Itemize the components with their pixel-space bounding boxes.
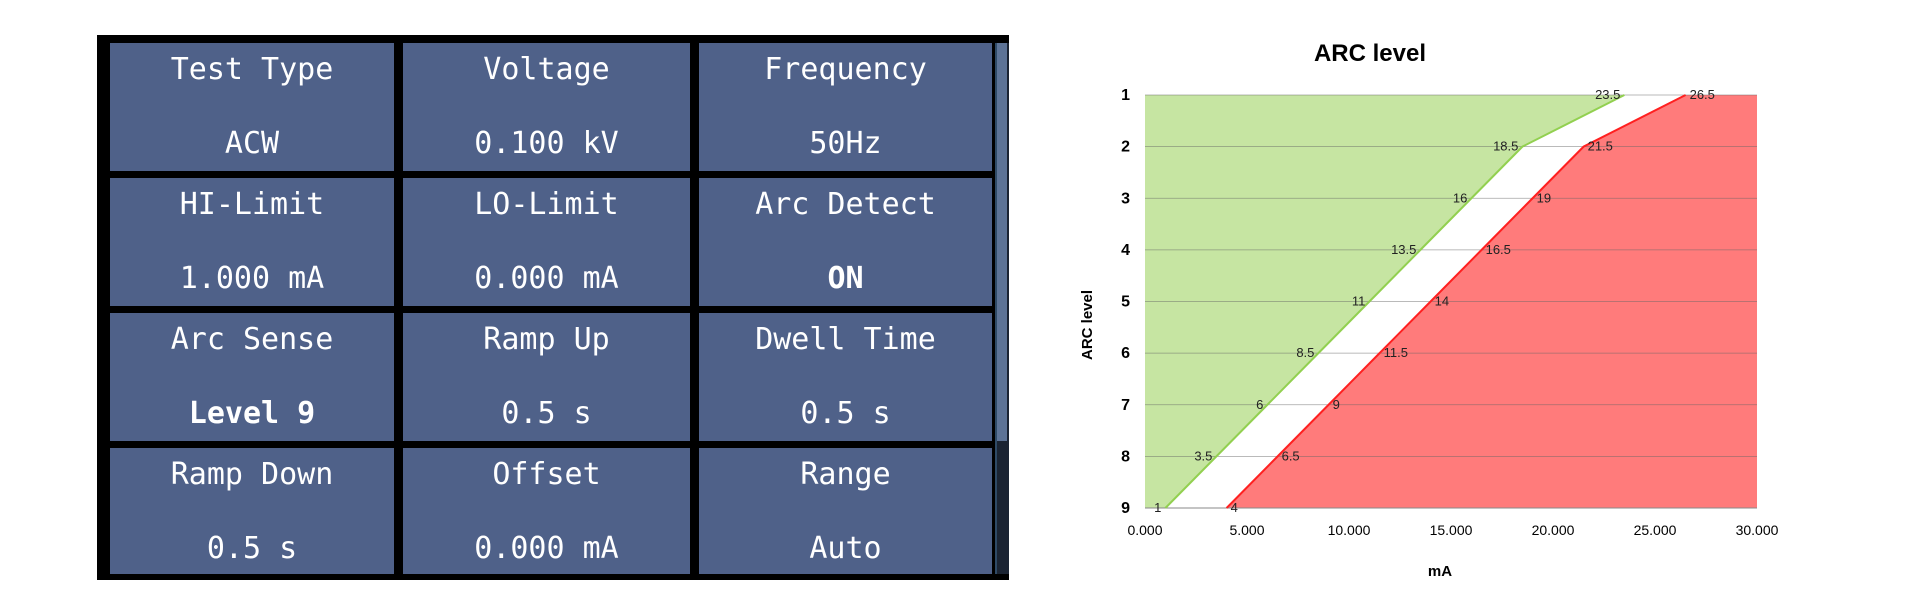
ramp-up-label: Ramp Up (483, 322, 610, 357)
offset-label: Offset (492, 457, 601, 492)
lo-limit-label: LO-Limit (474, 187, 619, 222)
green-data-label: 1 (1154, 500, 1161, 515)
green-data-label: 3.5 (1194, 448, 1212, 463)
offset-value: 0.000 mA (474, 531, 619, 566)
green-data-label: 16 (1453, 190, 1467, 205)
hi-limit-value: 1.000 mA (179, 261, 325, 296)
y-tick-label: 3 (1121, 190, 1130, 207)
arc-sense-cell[interactable]: Arc Sense Level 9 (110, 313, 394, 441)
voltage-label: Voltage (483, 52, 610, 87)
test-type-cell[interactable]: Test Type ACW (110, 43, 394, 171)
green-boundary-line (1164, 94, 1625, 509)
red-data-label: 4 (1231, 500, 1238, 515)
plot-labels: 23.5 18.5 16 13.5 11 8.5 6 3.5 1 26.5 21.5 19 16.5 14… (1154, 87, 1715, 515)
y-axis-title: ARC level (1079, 290, 1096, 360)
ramp-down-value: 0.5 s (206, 531, 298, 566)
arc-sense-label: Arc Sense (170, 322, 334, 357)
ramp-down-label: Ramp Down (170, 457, 334, 492)
test-type-value: ACW (224, 126, 280, 161)
green-data-label: 11 (1352, 294, 1366, 309)
green-data-label: 23.5 (1595, 87, 1620, 102)
arc-detect-cell[interactable]: Arc Detect ON (699, 178, 992, 306)
test-type-label: Test Type (170, 52, 334, 87)
red-data-label: 26.5 (1690, 87, 1715, 102)
red-data-label: 14 (1435, 294, 1449, 309)
y-tick-label: 4 (1121, 242, 1130, 259)
hi-limit-label: HI-Limit (179, 187, 325, 222)
green-data-label: 13.5 (1391, 242, 1416, 257)
x-tick-label: 15.000 (1430, 522, 1473, 538)
dwell-time-value: 0.5 s (800, 396, 891, 431)
plot-lines (1164, 94, 1687, 509)
dwell-time-label: Dwell Time (755, 322, 936, 357)
voltage-cell[interactable]: Voltage 0.100 kV (403, 43, 690, 171)
frequency-value: 50Hz (809, 126, 882, 161)
panel-scrollbar-thumb[interactable] (997, 43, 1007, 441)
y-tick-label: 5 (1121, 294, 1130, 311)
plot-grid (1145, 94, 1757, 509)
ramp-down-cell[interactable]: Ramp Down 0.5 s (110, 448, 394, 574)
x-tick-label: 5.000 (1229, 522, 1264, 538)
lo-limit-value: 0.000 mA (474, 261, 619, 296)
chart-title: ARC level (1314, 40, 1426, 67)
lo-limit-cell[interactable]: LO-Limit 0.000 mA (403, 178, 690, 306)
x-tick-label: 10.000 (1328, 522, 1371, 538)
y-tick-label: 2 (1121, 139, 1130, 156)
y-tick-label: 8 (1121, 448, 1130, 465)
x-tick-label: 30.000 (1736, 522, 1779, 538)
offset-cell[interactable]: Offset 0.000 mA (403, 448, 690, 574)
arc-level-chart-svg: ARC level 23.518.51613.5118.563.5126.521… (1079, 40, 1779, 580)
x-axis-title: mA (1428, 563, 1452, 580)
x-tick-label: 20.000 (1532, 522, 1575, 538)
red-data-label: 9 (1333, 397, 1340, 412)
arc-detect-value: ON (827, 261, 864, 296)
range-cell[interactable]: Range Auto (699, 448, 992, 574)
dwell-time-cell[interactable]: Dwell Time 0.5 s (699, 313, 992, 441)
red-data-label: 16.5 (1486, 242, 1511, 257)
y-tick-label: 1 (1121, 87, 1130, 104)
y-tick-label: 7 (1121, 397, 1130, 414)
arc-sense-value: Level 9 (188, 396, 316, 431)
ramp-up-value: 0.5 s (501, 396, 592, 431)
instrument-settings-panel: Test Type ACW Voltage 0.100 kV Frequency… (97, 35, 1009, 580)
red-data-label: 21.5 (1588, 139, 1613, 154)
voltage-value: 0.100 kV (474, 126, 619, 161)
green-data-label: 6 (1256, 397, 1263, 412)
green-data-label: 8.5 (1296, 345, 1314, 360)
arc-level-chart: ARC level 23.5 18.5 16 13.5 11 8.5 6 3.5 1 26.5 21… (1060, 20, 1780, 600)
x-axis-ticks: 0.000 5.000 10.000 15.000 20.000 25.000 30.000 (1127, 522, 1778, 538)
frequency-cell[interactable]: Frequency 50Hz (699, 43, 992, 171)
x-tick-label: 0.000 (1127, 522, 1162, 538)
y-axis-ticks: 1 2 3 4 5 6 7 8 9 (1121, 87, 1130, 517)
green-data-label: 18.5 (1493, 139, 1518, 154)
range-value: Auto (809, 531, 882, 566)
red-data-label: 6.5 (1282, 448, 1300, 463)
ramp-up-cell[interactable]: Ramp Up 0.5 s (403, 313, 690, 441)
frequency-label: Frequency (764, 52, 927, 87)
red-data-label: 19 (1537, 190, 1551, 205)
y-tick-label: 6 (1121, 345, 1130, 362)
y-tick-label: 9 (1121, 500, 1130, 517)
hi-limit-cell[interactable]: HI-Limit 1.000 mA (110, 178, 394, 306)
arc-detect-label: Arc Detect (755, 187, 936, 222)
red-data-label: 11.5 (1384, 345, 1408, 360)
x-tick-label: 25.000 (1634, 522, 1677, 538)
red-boundary-line (1225, 94, 1687, 509)
range-label: Range (800, 457, 891, 492)
